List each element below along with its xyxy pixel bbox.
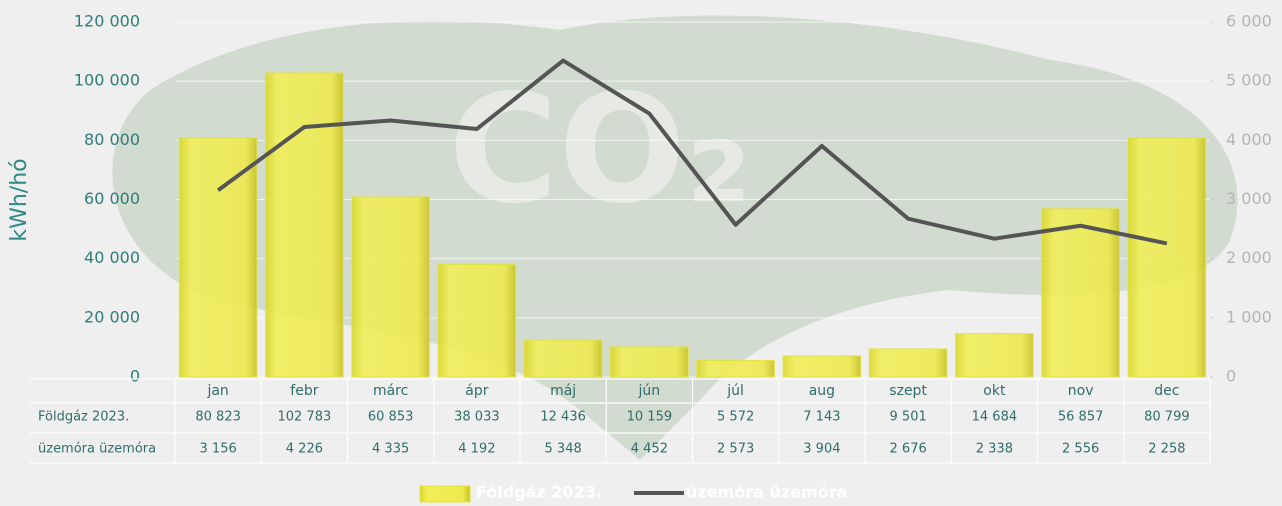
bar — [610, 346, 689, 378]
table-cell: 4 226 — [286, 442, 323, 457]
y2-tick-label: 3 000 — [1226, 189, 1272, 208]
y2-tick-label: 0 — [1226, 367, 1236, 386]
y2-tick-label: 5 000 — [1226, 71, 1272, 90]
table-cell: 60 853 — [368, 410, 414, 425]
bar — [696, 360, 775, 378]
bar — [265, 72, 344, 378]
x-tick-label: máj — [550, 383, 576, 399]
legend-label: üzemóra üzemóra — [686, 483, 847, 502]
x-tick-label: szept — [889, 383, 927, 399]
x-tick-label: jún — [638, 383, 661, 399]
bar — [868, 348, 948, 378]
y-axis-title: kWh/hó — [7, 158, 32, 241]
tree-shape — [112, 15, 1238, 461]
watermark: CO₂ — [448, 63, 751, 237]
x-tick-label: jan — [206, 383, 228, 399]
x-tick-label: dec — [1154, 383, 1179, 399]
table-cell: 7 143 — [803, 410, 840, 425]
bar — [955, 333, 1034, 378]
y-tick-label: 100 000 — [74, 71, 140, 90]
y-tick-label: 20 000 — [84, 307, 140, 326]
bar — [178, 137, 258, 378]
table-cell: 14 684 — [972, 410, 1018, 425]
y2-tick-label: 4 000 — [1226, 130, 1272, 149]
table-cell: 4 452 — [631, 442, 668, 457]
bar — [1041, 208, 1120, 378]
table-row-header: Földgáz 2023. — [38, 410, 129, 425]
x-tick-label: márc — [373, 383, 408, 399]
bar — [437, 263, 517, 378]
y2-tick-label: 1 000 — [1226, 307, 1272, 326]
table-cell: 2 676 — [890, 442, 927, 457]
line — [216, 58, 1168, 246]
table-cell: 2 258 — [1148, 442, 1185, 457]
legend-swatch — [419, 485, 471, 503]
table-cell: 2 556 — [1062, 442, 1099, 457]
bar — [351, 196, 430, 378]
table-cell: 102 783 — [277, 410, 331, 425]
y-tick-label: 60 000 — [84, 189, 140, 208]
table-cell: 2 338 — [976, 442, 1013, 457]
table-cell: 2 573 — [717, 442, 754, 457]
x-tick-label: nov — [1068, 383, 1094, 399]
table-cell: 4 192 — [458, 442, 495, 457]
x-tick-label: ápr — [465, 383, 488, 399]
table-cell: 3 904 — [803, 442, 840, 457]
table-cell: 5 572 — [717, 410, 754, 425]
y-tick-label: 80 000 — [84, 130, 140, 149]
table-row-header: üzemóra üzemóra — [38, 442, 156, 457]
x-tick-label: aug — [809, 383, 835, 399]
x-tick-label: febr — [290, 383, 318, 399]
table-cell: 4 335 — [372, 442, 409, 457]
y-tick-label: 40 000 — [84, 248, 140, 267]
table-cell: 80 823 — [195, 410, 241, 425]
table-cell: 9 501 — [890, 410, 927, 425]
table-cell: 56 857 — [1058, 410, 1104, 425]
x-tick-label: júl — [726, 383, 744, 399]
bar — [523, 339, 603, 378]
bar — [782, 355, 862, 378]
table-cell: 12 436 — [540, 410, 586, 425]
y2-tick-label: 2 000 — [1226, 248, 1272, 267]
table-cell: 80 799 — [1144, 410, 1190, 425]
y2-tick-label: 6 000 — [1226, 12, 1272, 31]
y-tick-label: 0 — [130, 367, 140, 386]
legend-label: Földgáz 2023. — [476, 483, 602, 502]
table-cell: 5 348 — [545, 442, 582, 457]
bar — [1127, 137, 1207, 378]
table-cell: 38 033 — [454, 410, 500, 425]
y-tick-label: 120 000 — [74, 12, 140, 31]
table-cell: 3 156 — [200, 442, 237, 457]
x-tick-label: okt — [983, 383, 1006, 399]
table-cell: 10 159 — [627, 410, 673, 425]
